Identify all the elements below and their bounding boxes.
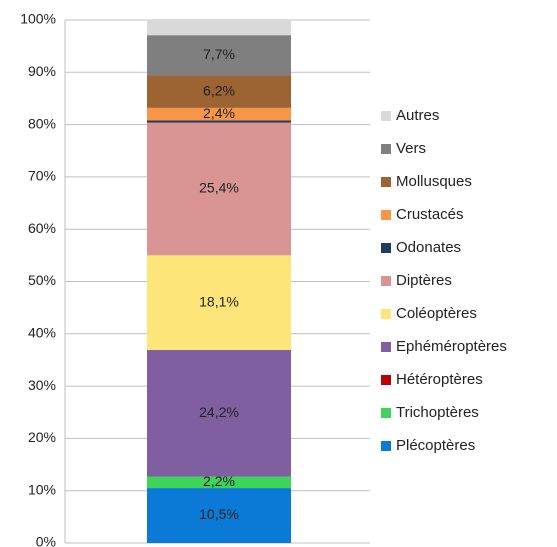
legend-label: Crustacés xyxy=(396,206,464,223)
legend-swatch xyxy=(381,276,391,286)
bar-segment xyxy=(147,122,291,256)
bar-segment xyxy=(147,120,291,123)
data-label: 24,2% xyxy=(199,404,239,420)
legend-label: Coléoptères xyxy=(396,305,477,322)
legend-swatch xyxy=(381,177,391,187)
legend-swatch xyxy=(381,375,391,385)
y-tick-label: 20% xyxy=(28,429,56,445)
data-label: 18,1% xyxy=(199,293,239,309)
y-tick-label: 80% xyxy=(28,115,56,131)
y-tick-label: 90% xyxy=(28,63,56,79)
data-label: 25,4% xyxy=(199,180,239,196)
legend-swatch xyxy=(381,342,391,352)
legend-label: Autres xyxy=(396,107,439,124)
legend-label: Vers xyxy=(396,140,426,157)
legend-label: Plécoptères xyxy=(396,437,475,454)
bar-segment xyxy=(147,255,291,351)
y-tick-label: 0% xyxy=(36,534,56,547)
bar-segment xyxy=(147,75,291,108)
legend-swatch xyxy=(381,210,391,220)
bar-segment xyxy=(147,488,291,543)
bar-segment xyxy=(147,476,291,489)
data-label: 10,5% xyxy=(199,506,239,522)
data-label: 7,7% xyxy=(203,46,235,62)
y-tick-label: 100% xyxy=(20,11,56,27)
legend-swatch xyxy=(381,408,391,418)
bar-segment xyxy=(147,20,291,36)
legend-label: Trichoptères xyxy=(396,404,479,421)
y-tick-label: 70% xyxy=(28,168,56,184)
y-tick-label: 40% xyxy=(28,325,56,341)
data-label: 2,2% xyxy=(203,473,235,489)
y-tick-label: 10% xyxy=(28,481,56,497)
bar-segment xyxy=(147,107,291,121)
legend-label: Odonates xyxy=(396,239,461,256)
bar-segment xyxy=(147,350,291,477)
data-label: 2,4% xyxy=(203,105,235,121)
y-tick-label: 60% xyxy=(28,220,56,236)
legend-label: Mollusques xyxy=(396,173,472,190)
legend-swatch xyxy=(381,144,391,154)
data-label: 6,2% xyxy=(203,82,235,98)
bar-segment xyxy=(147,35,291,76)
legend-swatch xyxy=(381,243,391,253)
legend-label: Hétéroptères xyxy=(396,371,483,388)
legend-label: Diptères xyxy=(396,272,452,289)
legend-swatch xyxy=(381,441,391,451)
legend-swatch xyxy=(381,111,391,121)
y-tick-label: 50% xyxy=(28,272,56,288)
y-tick-label: 30% xyxy=(28,377,56,393)
legend-label: Ephéméroptères xyxy=(396,338,507,355)
legend-swatch xyxy=(381,309,391,319)
